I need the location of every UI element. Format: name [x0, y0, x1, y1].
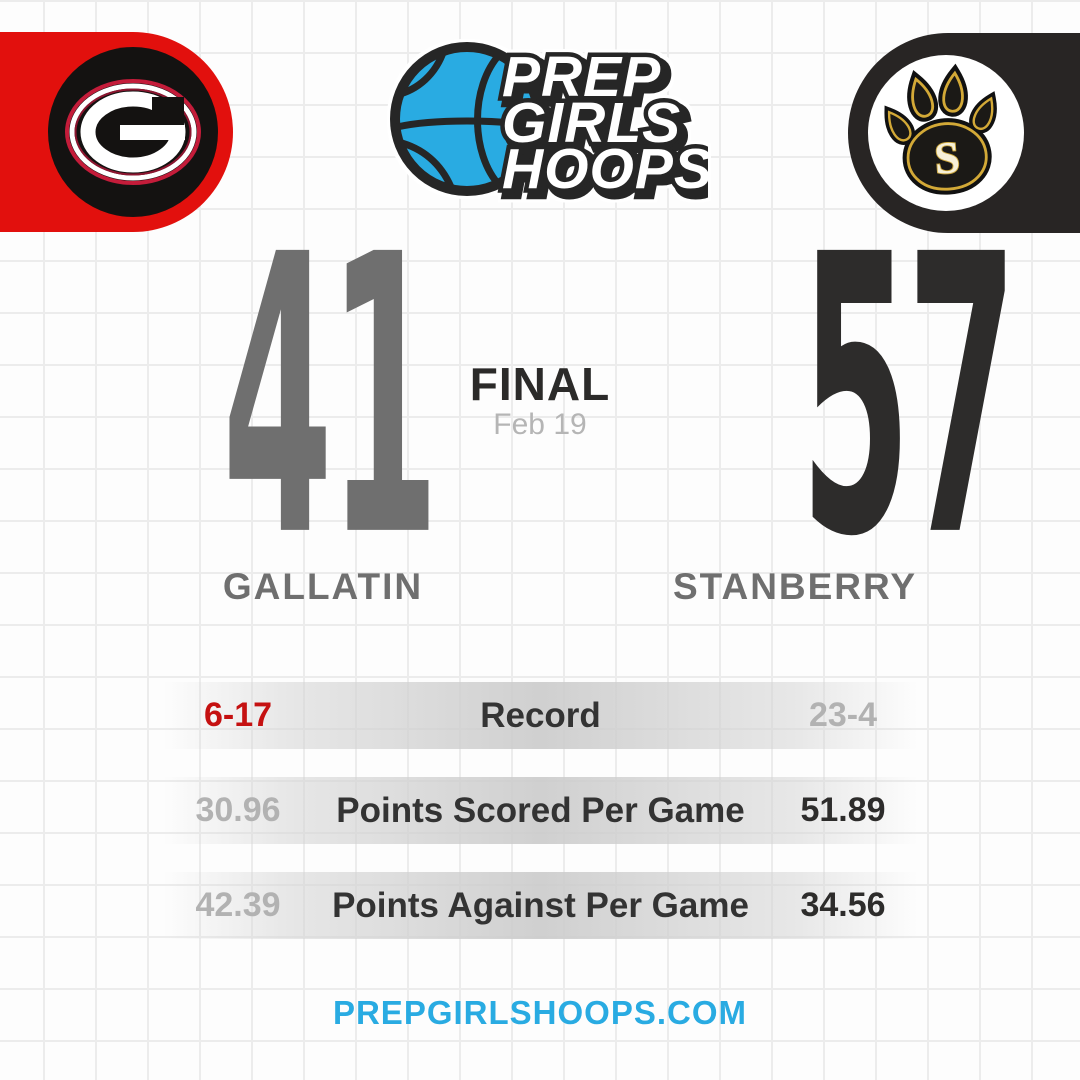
- home-points-against: 34.56: [800, 886, 886, 924]
- brand-text-shadow: PREP GIRLS HOOPS: [501, 44, 723, 212]
- away-team-logo-banner: [0, 32, 233, 232]
- home-team-name: STANBERRY: [672, 566, 918, 607]
- brand-text: PREP GIRLS HOOPS: [498, 41, 717, 206]
- stanberry-paw-icon: S: [868, 55, 1024, 211]
- svg-text:PREP: PREP: [502, 45, 661, 109]
- home-score: 57: [800, 174, 1017, 621]
- stat-row-record: 6-17 Record 23-4: [163, 682, 918, 749]
- away-points-against: 42.39: [195, 886, 281, 924]
- stat-row-points-scored: 30.96 Points Scored Per Game 51.89: [163, 777, 918, 844]
- home-score-block: 57: [706, 205, 1017, 589]
- away-record: 6-17: [203, 696, 273, 734]
- stat-row-points-against: 42.39 Points Against Per Game 34.56: [163, 872, 918, 939]
- home-team-logo-banner: S: [848, 33, 1080, 233]
- svg-text:HOOPS: HOOPS: [507, 142, 708, 206]
- game-date: Feb 19: [493, 408, 587, 441]
- gallatin-g-mark: [80, 91, 186, 173]
- stanberry-letter: S: [933, 132, 962, 184]
- away-score: 41: [222, 174, 439, 621]
- svg-text:GIRLS: GIRLS: [502, 91, 681, 155]
- away-points-scored: 30.96: [195, 791, 281, 829]
- stat-label: Points Against Per Game: [332, 885, 749, 925]
- svg-text:HOOPS: HOOPS: [502, 137, 708, 201]
- stat-label: Record: [480, 695, 601, 735]
- game-status: FINAL: [469, 358, 611, 410]
- away-team-name: GALLATIN: [222, 566, 424, 607]
- svg-text:PREP: PREP: [507, 50, 666, 114]
- site-url: PREPGIRLSHOOPS.COM: [332, 994, 748, 1031]
- stats-comparison: 6-17 Record 23-4 30.96 Points Scored Per…: [163, 682, 918, 967]
- home-points-scored: 51.89: [800, 791, 886, 829]
- prep-girls-hoops-logo: PREP GIRLS HOOPS PREP GIRLS HOOPS: [378, 28, 723, 212]
- away-score-block: 41: [128, 205, 439, 589]
- home-record: 23-4: [808, 696, 878, 734]
- svg-text:GIRLS: GIRLS: [507, 96, 686, 160]
- basketball-icon: [390, 42, 544, 196]
- stat-label: Points Scored Per Game: [336, 790, 745, 830]
- gallatin-g-icon: [48, 47, 218, 217]
